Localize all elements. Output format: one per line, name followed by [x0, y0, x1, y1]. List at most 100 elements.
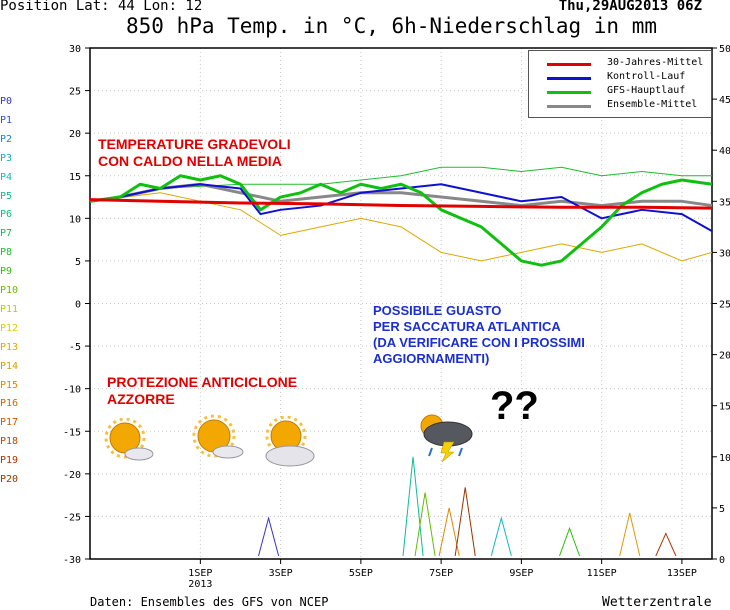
- y-right-tick-label: 0: [719, 555, 725, 566]
- annotation-trough-line-2: PER SACCATURA ATLANTICA: [373, 319, 561, 334]
- annotation-temperature-line-2: CON CALDO NELLA MEDIA: [98, 153, 282, 169]
- member-label: P1: [0, 114, 13, 126]
- precip-spike: [402, 456, 424, 556]
- partly-cloudy-icon: [265, 416, 315, 467]
- annotation-trough-line-4: AGGIORNAMENTI): [373, 351, 490, 366]
- annotation-temperature-line-1: TEMPERATURE GRADEVOLI: [98, 136, 291, 152]
- series-line: [89, 192, 713, 262]
- member-label: P3: [0, 152, 13, 164]
- legend-item: GFS-Hauptlauf: [535, 85, 709, 99]
- y-right-tick-label: 25: [719, 300, 730, 311]
- legend-label: Kontroll-Lauf: [607, 71, 686, 82]
- precip-spike: [454, 487, 476, 557]
- member-label: P20: [0, 474, 19, 485]
- y-left-tick-label: -25: [63, 512, 81, 523]
- y-left-tick-label: 0: [75, 300, 81, 311]
- member-label: P18: [0, 436, 19, 448]
- y-left-tick-label: -30: [63, 555, 81, 566]
- legend-label: Ensemble-Mittel: [607, 99, 698, 110]
- series-line: [89, 183, 713, 232]
- precip-spike: [559, 526, 581, 557]
- precip-spike: [258, 516, 280, 557]
- annotation-trough-line-1: POSSIBILE GUASTO: [373, 303, 502, 318]
- chart-title: 850 hPa Temp. in °C, 6h-Niederschlag in …: [126, 14, 658, 38]
- legend-swatch: [547, 63, 591, 66]
- y-right-tick-label: 35: [719, 197, 730, 208]
- y-right-tick-label: 15: [719, 402, 730, 413]
- y-right-tick-label: 10: [719, 453, 730, 464]
- y-right-tick-label: 50: [719, 44, 730, 55]
- y-right-tick-label: 40: [719, 146, 730, 157]
- question-marks: ??: [490, 384, 539, 428]
- member-label: P6: [0, 209, 13, 221]
- position-label: Position Lat: 44 Lon: 12: [0, 0, 203, 14]
- precip-spike: [655, 532, 677, 557]
- y-left-tick-label: 10: [69, 214, 81, 225]
- legend-item: Ensemble-Mittel: [535, 99, 709, 113]
- x-tick-label: 5SEP: [349, 568, 373, 579]
- member-label: P19: [0, 455, 19, 467]
- annotation-anticyclone-line-2: AZZORRE: [107, 391, 175, 407]
- legend-swatch: [547, 105, 591, 108]
- sun-cloud-icon: [192, 414, 244, 459]
- y-right-tick-label: 5: [719, 504, 725, 515]
- y-left-tick-label: 25: [69, 87, 81, 98]
- x-tick-sublabel: 2013: [188, 579, 212, 590]
- legend-box: 30-Jahres-Mittel Kontroll-Lauf GFS-Hauptla…: [528, 50, 712, 118]
- member-label: P17: [0, 417, 19, 429]
- y-left-tick-label: -10: [63, 385, 81, 396]
- y-left-tick-label: 30: [69, 44, 81, 55]
- member-label: P7: [0, 228, 13, 240]
- x-tick-label: 11SEP: [587, 568, 617, 579]
- member-label: P11: [0, 303, 19, 315]
- member-label: P9: [0, 266, 13, 278]
- precip-spike: [438, 507, 460, 557]
- y-right-tick-label: 30: [719, 248, 730, 259]
- member-label: P10: [0, 285, 19, 296]
- legend-label: GFS-Hauptlauf: [607, 85, 686, 96]
- thunderstorm-icon: [420, 414, 473, 462]
- member-label: P0: [0, 96, 13, 107]
- y-left-tick-label: 15: [69, 172, 81, 183]
- x-tick-label: 13SEP: [667, 568, 697, 579]
- legend-item: 30-Jahres-Mittel: [535, 57, 709, 71]
- annotation-trough-line-3: (DA VERIFICARE CON I PROSSIMI: [373, 335, 585, 350]
- legend-label: 30-Jahres-Mittel: [607, 57, 704, 68]
- y-left-tick-label: -15: [63, 427, 81, 438]
- annotation-anticyclone-line-1: PROTEZIONE ANTICICLONE: [107, 374, 298, 390]
- member-label: P12: [0, 322, 19, 334]
- legend-swatch: [547, 77, 591, 80]
- y-left-tick-label: -5: [69, 342, 81, 353]
- x-tick-label: 3SEP: [269, 568, 293, 579]
- series-line: [89, 174, 713, 267]
- annotation-trough: POSSIBILE GUASTO PER SACCATURA ATLANTICA…: [373, 303, 585, 367]
- member-label: P14: [0, 360, 19, 372]
- sun-cloud-icon: [104, 418, 154, 461]
- member-label: P5: [0, 190, 13, 202]
- annotation-temperature: TEMPERATURE GRADEVOLI CON CALDO NELLA ME…: [98, 136, 291, 170]
- y-right-tick-label: 20: [719, 351, 730, 362]
- y-right-tick-label: 45: [719, 95, 730, 106]
- series-line: [89, 198, 713, 210]
- y-left-tick-label: -20: [63, 470, 81, 481]
- legend-swatch: [547, 91, 591, 94]
- x-tick-label: 1SEP: [188, 568, 212, 579]
- precip-spike: [490, 516, 512, 557]
- brand-label: Wetterzentrale: [602, 595, 712, 610]
- run-date: Thu,29AUG2013 06Z: [558, 0, 702, 14]
- y-left-tick-label: 20: [69, 129, 81, 140]
- data-source: Daten: Ensembles des GFS von NCEP: [90, 595, 329, 609]
- legend-item: Kontroll-Lauf: [535, 71, 709, 85]
- precip-spike: [414, 492, 436, 557]
- annotation-anticyclone: PROTEZIONE ANTICICLONE AZZORRE: [107, 374, 297, 408]
- member-label: P2: [0, 133, 13, 145]
- x-tick-label: 9SEP: [509, 568, 533, 579]
- member-label: P4: [0, 171, 13, 183]
- member-label: P8: [0, 247, 13, 259]
- y-left-tick-label: 5: [75, 257, 81, 268]
- member-label: P15: [0, 379, 19, 391]
- x-tick-label: 7SEP: [429, 568, 453, 579]
- member-label: P13: [0, 341, 19, 353]
- precip-spike: [619, 512, 641, 557]
